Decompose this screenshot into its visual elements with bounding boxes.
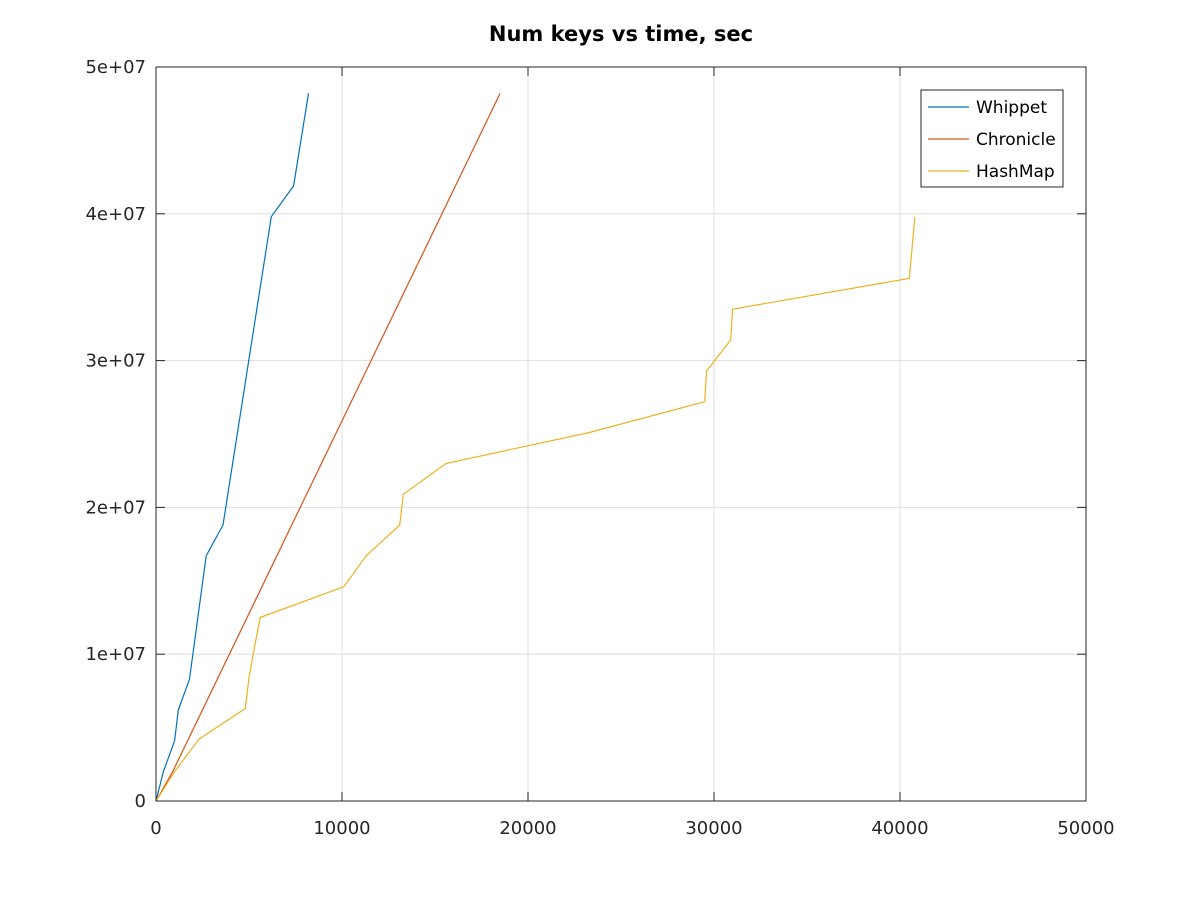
y-tick-label: 5e+07	[85, 57, 146, 78]
legend-label-chronicle: Chronicle	[976, 130, 1056, 150]
axis-ticks: 0 10000 20000 30000 40000 50000 0 1e+07 2e+07 3e+…	[85, 57, 1114, 839]
y-tick-label: 1e+07	[85, 644, 146, 665]
legend-label-whippet: Whippet	[976, 98, 1047, 118]
plot-frame	[155, 66, 1087, 802]
x-tick-label: 40000	[871, 818, 928, 839]
x-tick-label: 50000	[1057, 818, 1114, 839]
series-layer	[155, 93, 916, 802]
plot-area	[156, 67, 1086, 801]
chart-title: Num keys vs time, sec	[489, 22, 753, 46]
series-line-hashmap	[155, 216, 916, 802]
series-line-whippet	[155, 93, 310, 802]
x-tick-label: 20000	[499, 818, 556, 839]
y-tick-label: 2e+07	[85, 497, 146, 518]
x-tick-label: 10000	[313, 818, 370, 839]
y-tick-label: 4e+07	[85, 204, 146, 225]
x-tick-label: 0	[150, 818, 161, 839]
x-tick-label: 30000	[685, 818, 742, 839]
y-tick-label: 0	[135, 791, 146, 812]
legend: Whippet Chronicle HashMap	[920, 89, 1064, 188]
y-tick-label: 3e+07	[85, 351, 146, 372]
legend-label-hashmap: HashMap	[976, 162, 1055, 182]
